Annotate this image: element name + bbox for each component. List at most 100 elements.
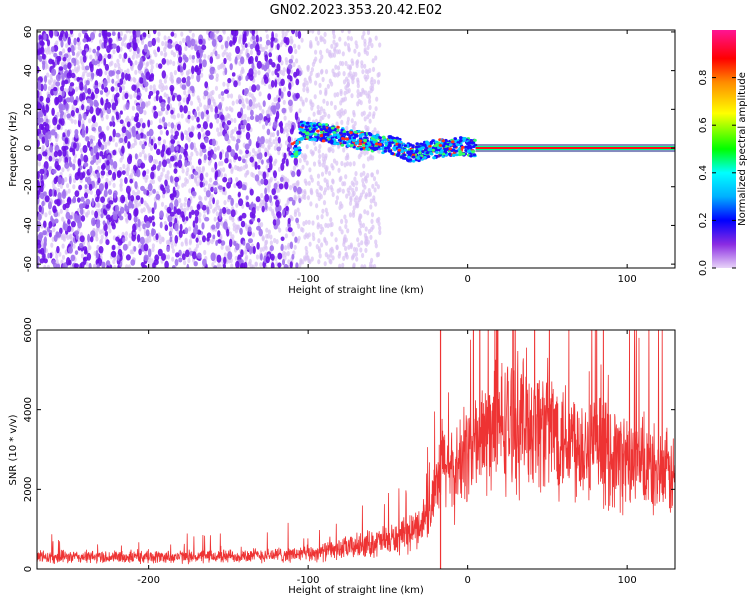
- noise-speckle: [310, 105, 314, 111]
- signal-blob: [341, 137, 345, 140]
- noise-blob: [119, 86, 123, 93]
- snr-x-tick-label: 100: [618, 575, 637, 586]
- noise-speckle: [89, 189, 93, 195]
- noise-blob: [51, 259, 56, 266]
- noise-speckle: [213, 216, 217, 222]
- signal-blob: [324, 123, 329, 127]
- noise-blob: [39, 168, 45, 175]
- noise-speckle: [80, 253, 84, 259]
- noise-speckle: [269, 240, 273, 246]
- noise-blob: [277, 252, 283, 260]
- noise-speckle: [225, 106, 229, 112]
- noise-speckle: [318, 153, 322, 160]
- noise-blob: [38, 205, 42, 213]
- noise-speckle: [47, 166, 51, 172]
- noise-speckle: [239, 34, 243, 40]
- noise-blob: [119, 110, 123, 115]
- noise-speckle: [360, 240, 364, 246]
- signal-blob: [444, 153, 449, 157]
- noise-speckle: [87, 245, 91, 251]
- noise-speckle: [346, 116, 350, 122]
- noise-blob: [50, 46, 55, 53]
- noise-blob: [283, 152, 287, 160]
- noise-speckle: [126, 115, 130, 121]
- signal-blob: [321, 139, 326, 143]
- noise-blob: [100, 170, 106, 176]
- colorbar-label: Normalized spectral amplitude: [737, 72, 748, 226]
- noise-blob: [190, 142, 194, 150]
- signal-blob: [346, 144, 351, 148]
- noise-speckle: [376, 184, 380, 190]
- signal-blob: [425, 151, 430, 155]
- noise-blob: [113, 193, 117, 199]
- noise-blob: [49, 30, 54, 39]
- noise-blob: [258, 228, 263, 237]
- noise-speckle: [351, 187, 355, 193]
- noise-blob: [217, 230, 221, 238]
- noise-blob: [66, 113, 71, 119]
- signal-blob: [397, 143, 402, 147]
- noise-speckle: [292, 165, 296, 171]
- noise-blob: [153, 201, 157, 210]
- noise-blob: [211, 38, 217, 47]
- spectrogram-y-tick-label: -40: [23, 217, 34, 233]
- signal-blob: [293, 147, 298, 151]
- noise-blob: [204, 137, 209, 144]
- noise-speckle: [259, 247, 263, 253]
- noise-speckle: [220, 44, 224, 50]
- noise-blob: [125, 130, 130, 137]
- signal-blob: [327, 130, 332, 134]
- noise-blob: [247, 226, 252, 233]
- noise-blob: [264, 151, 268, 158]
- signal-blob: [408, 158, 413, 162]
- noise-blob: [288, 197, 294, 202]
- noise-speckle: [201, 165, 205, 171]
- noise-blob: [278, 205, 282, 212]
- noise-blob: [156, 46, 161, 53]
- noise-blob: [41, 53, 46, 60]
- noise-blob: [79, 235, 85, 243]
- noise-speckle: [355, 180, 359, 186]
- noise-blob: [210, 252, 216, 262]
- noise-speckle: [314, 56, 318, 62]
- noise-speckle: [369, 234, 373, 240]
- noise-speckle: [340, 229, 344, 235]
- noise-blob: [84, 65, 90, 71]
- noise-blob: [293, 185, 298, 193]
- signal-blob: [305, 132, 310, 136]
- noise-blob: [215, 240, 219, 246]
- noise-speckle: [48, 49, 52, 55]
- noise-speckle: [224, 116, 228, 122]
- signal-blob: [439, 150, 444, 154]
- noise-blob: [114, 204, 120, 213]
- noise-speckle: [286, 251, 290, 257]
- noise-blob: [125, 102, 130, 110]
- noise-speckle: [306, 65, 310, 71]
- noise-blob: [249, 188, 254, 196]
- noise-blob: [295, 92, 300, 99]
- noise-speckle: [60, 61, 65, 67]
- noise-blob: [281, 107, 287, 114]
- noise-blob: [286, 147, 290, 152]
- noise-blob: [54, 218, 59, 224]
- noise-speckle: [344, 223, 348, 230]
- noise-blob: [108, 135, 113, 142]
- noise-blob: [53, 150, 59, 158]
- noise-speckle: [50, 242, 54, 248]
- signal-blob: [365, 144, 369, 148]
- spectrogram-x-axis-label: Height of straight line (km): [288, 285, 424, 296]
- noise-blob: [238, 215, 243, 222]
- noise-speckle: [328, 258, 332, 264]
- noise-blob: [153, 105, 157, 111]
- colorbar-tick-label: 0.8: [698, 70, 709, 86]
- noise-blob: [115, 69, 121, 75]
- noise-speckle: [113, 62, 118, 69]
- noise-blob: [213, 265, 218, 268]
- noise-blob: [142, 223, 146, 230]
- noise-speckle: [217, 262, 221, 268]
- snr-x-axis-label: Height of straight line (km): [288, 585, 424, 596]
- noise-speckle: [274, 33, 278, 39]
- noise-speckle: [374, 181, 378, 187]
- noise-speckle: [245, 170, 249, 176]
- noise-speckle: [150, 64, 154, 70]
